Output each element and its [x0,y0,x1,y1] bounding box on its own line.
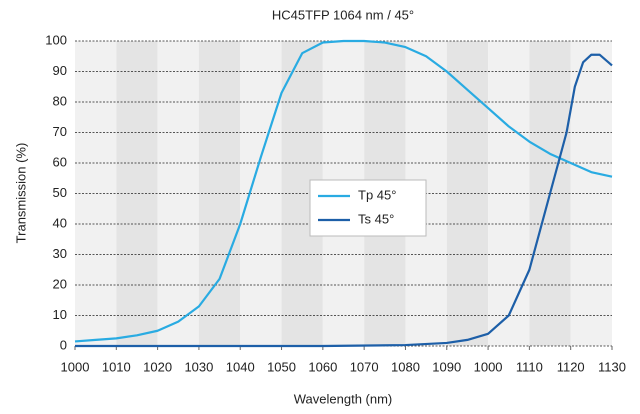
y-tick-label: 70 [53,124,67,139]
legend: Tp 45° Ts 45° [309,179,427,237]
x-tick-label: 1000 [474,359,503,374]
legend-box [309,179,427,237]
x-tick-label: 1050 [267,359,296,374]
y-axis-label: Transmission (%) [13,143,28,244]
series-line [74,39,613,343]
legend-label: Tp 45° [358,187,396,202]
x-tick-label: 1080 [391,359,420,374]
band [116,41,158,346]
y-tick-label: 40 [53,215,67,230]
x-tick-label: 1060 [308,359,337,374]
x-tick-label: 1130 [598,359,626,374]
y-tick-label: 20 [53,276,67,291]
series-line [75,53,613,348]
y-tick-label: 50 [53,185,67,200]
x-tick-label: 1010 [102,359,131,374]
legend-label: Ts 45° [358,211,394,226]
x-axis-label: Wavelength (nm) [294,391,393,406]
y-tick-label: 100 [45,32,67,47]
x-tick-label: 1090 [432,359,461,374]
x-tick-label: 1070 [350,359,379,374]
x-tick-label: 1020 [143,359,172,374]
y-tick-label: 0 [60,337,67,352]
x-tick-label: 1040 [226,359,255,374]
x-tick-label: 1000 [61,359,90,374]
y-tick-label: 90 [53,63,67,78]
y-tick-label: 80 [53,93,67,108]
y-tick-label: 10 [53,307,67,322]
x-tick-label: 1110 [516,359,543,374]
y-tick-label: 60 [53,154,67,169]
band [75,41,117,346]
chart-title: HC45TFP 1064 nm / 45° [272,7,414,22]
y-tick-label: 30 [53,246,67,261]
x-tick-label: 1120 [557,359,585,374]
band [488,41,530,346]
x-tick-label: 1030 [184,359,213,374]
